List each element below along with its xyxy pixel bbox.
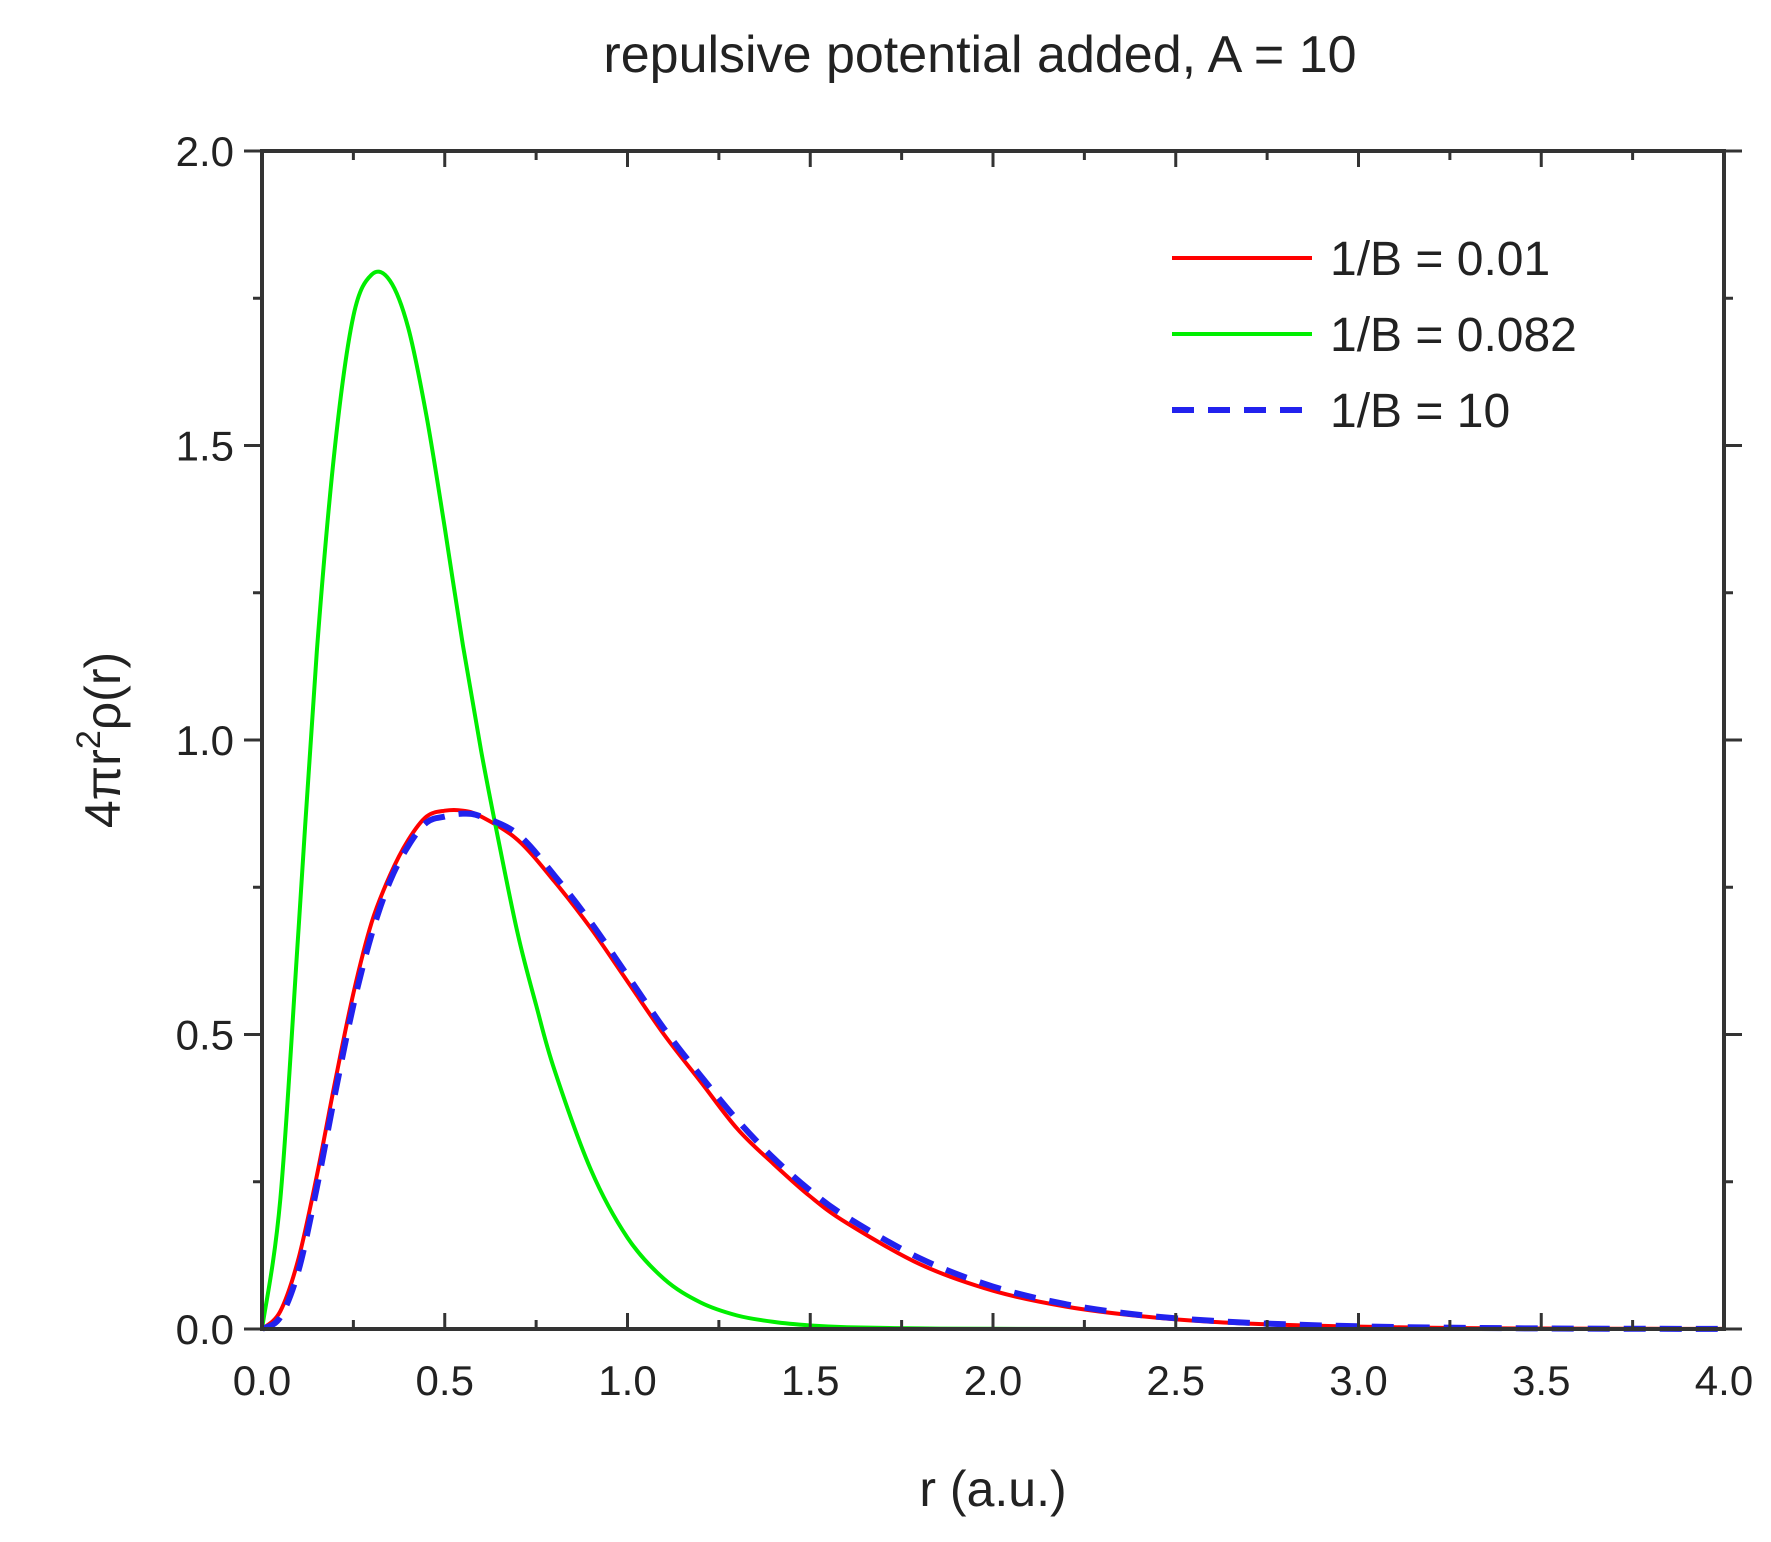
legend-label-1: 1/B = 0.01 — [1330, 233, 1550, 286]
legend: 1/B = 0.01 1/B = 0.082 1/B = 10 — [1172, 233, 1577, 438]
chart-title: repulsive potential added, A = 10 — [603, 26, 1356, 84]
x-tick-label: 3.0 — [1329, 1357, 1387, 1404]
x-tick-label: 4.0 — [1695, 1357, 1753, 1404]
x-tick-label: 1.0 — [598, 1357, 656, 1404]
x-axis-label: r (a.u.) — [919, 1461, 1066, 1517]
x-tick-label: 2.5 — [1147, 1357, 1205, 1404]
x-tick-label: 1.5 — [781, 1357, 839, 1404]
x-tick-label: 0.5 — [416, 1357, 474, 1404]
x-tick-label: 2.0 — [964, 1357, 1022, 1404]
y-axis-label: 4πr2ρ(r) — [70, 652, 131, 828]
y-tick-label: 1.0 — [176, 717, 234, 764]
y-tick-label: 0.5 — [176, 1012, 234, 1059]
y-tick-label: 0.0 — [176, 1306, 234, 1353]
x-tick-label: 3.5 — [1512, 1357, 1570, 1404]
series-line-1 — [260, 807, 1725, 1331]
x-tick-label: 0.0 — [233, 1357, 291, 1404]
series-line-3 — [260, 810, 1725, 1332]
y-tick-label: 1.5 — [176, 423, 234, 470]
legend-label-3: 1/B = 10 — [1330, 385, 1510, 438]
legend-label-2: 1/B = 0.082 — [1330, 309, 1577, 362]
y-tick-label: 2.0 — [176, 128, 234, 175]
